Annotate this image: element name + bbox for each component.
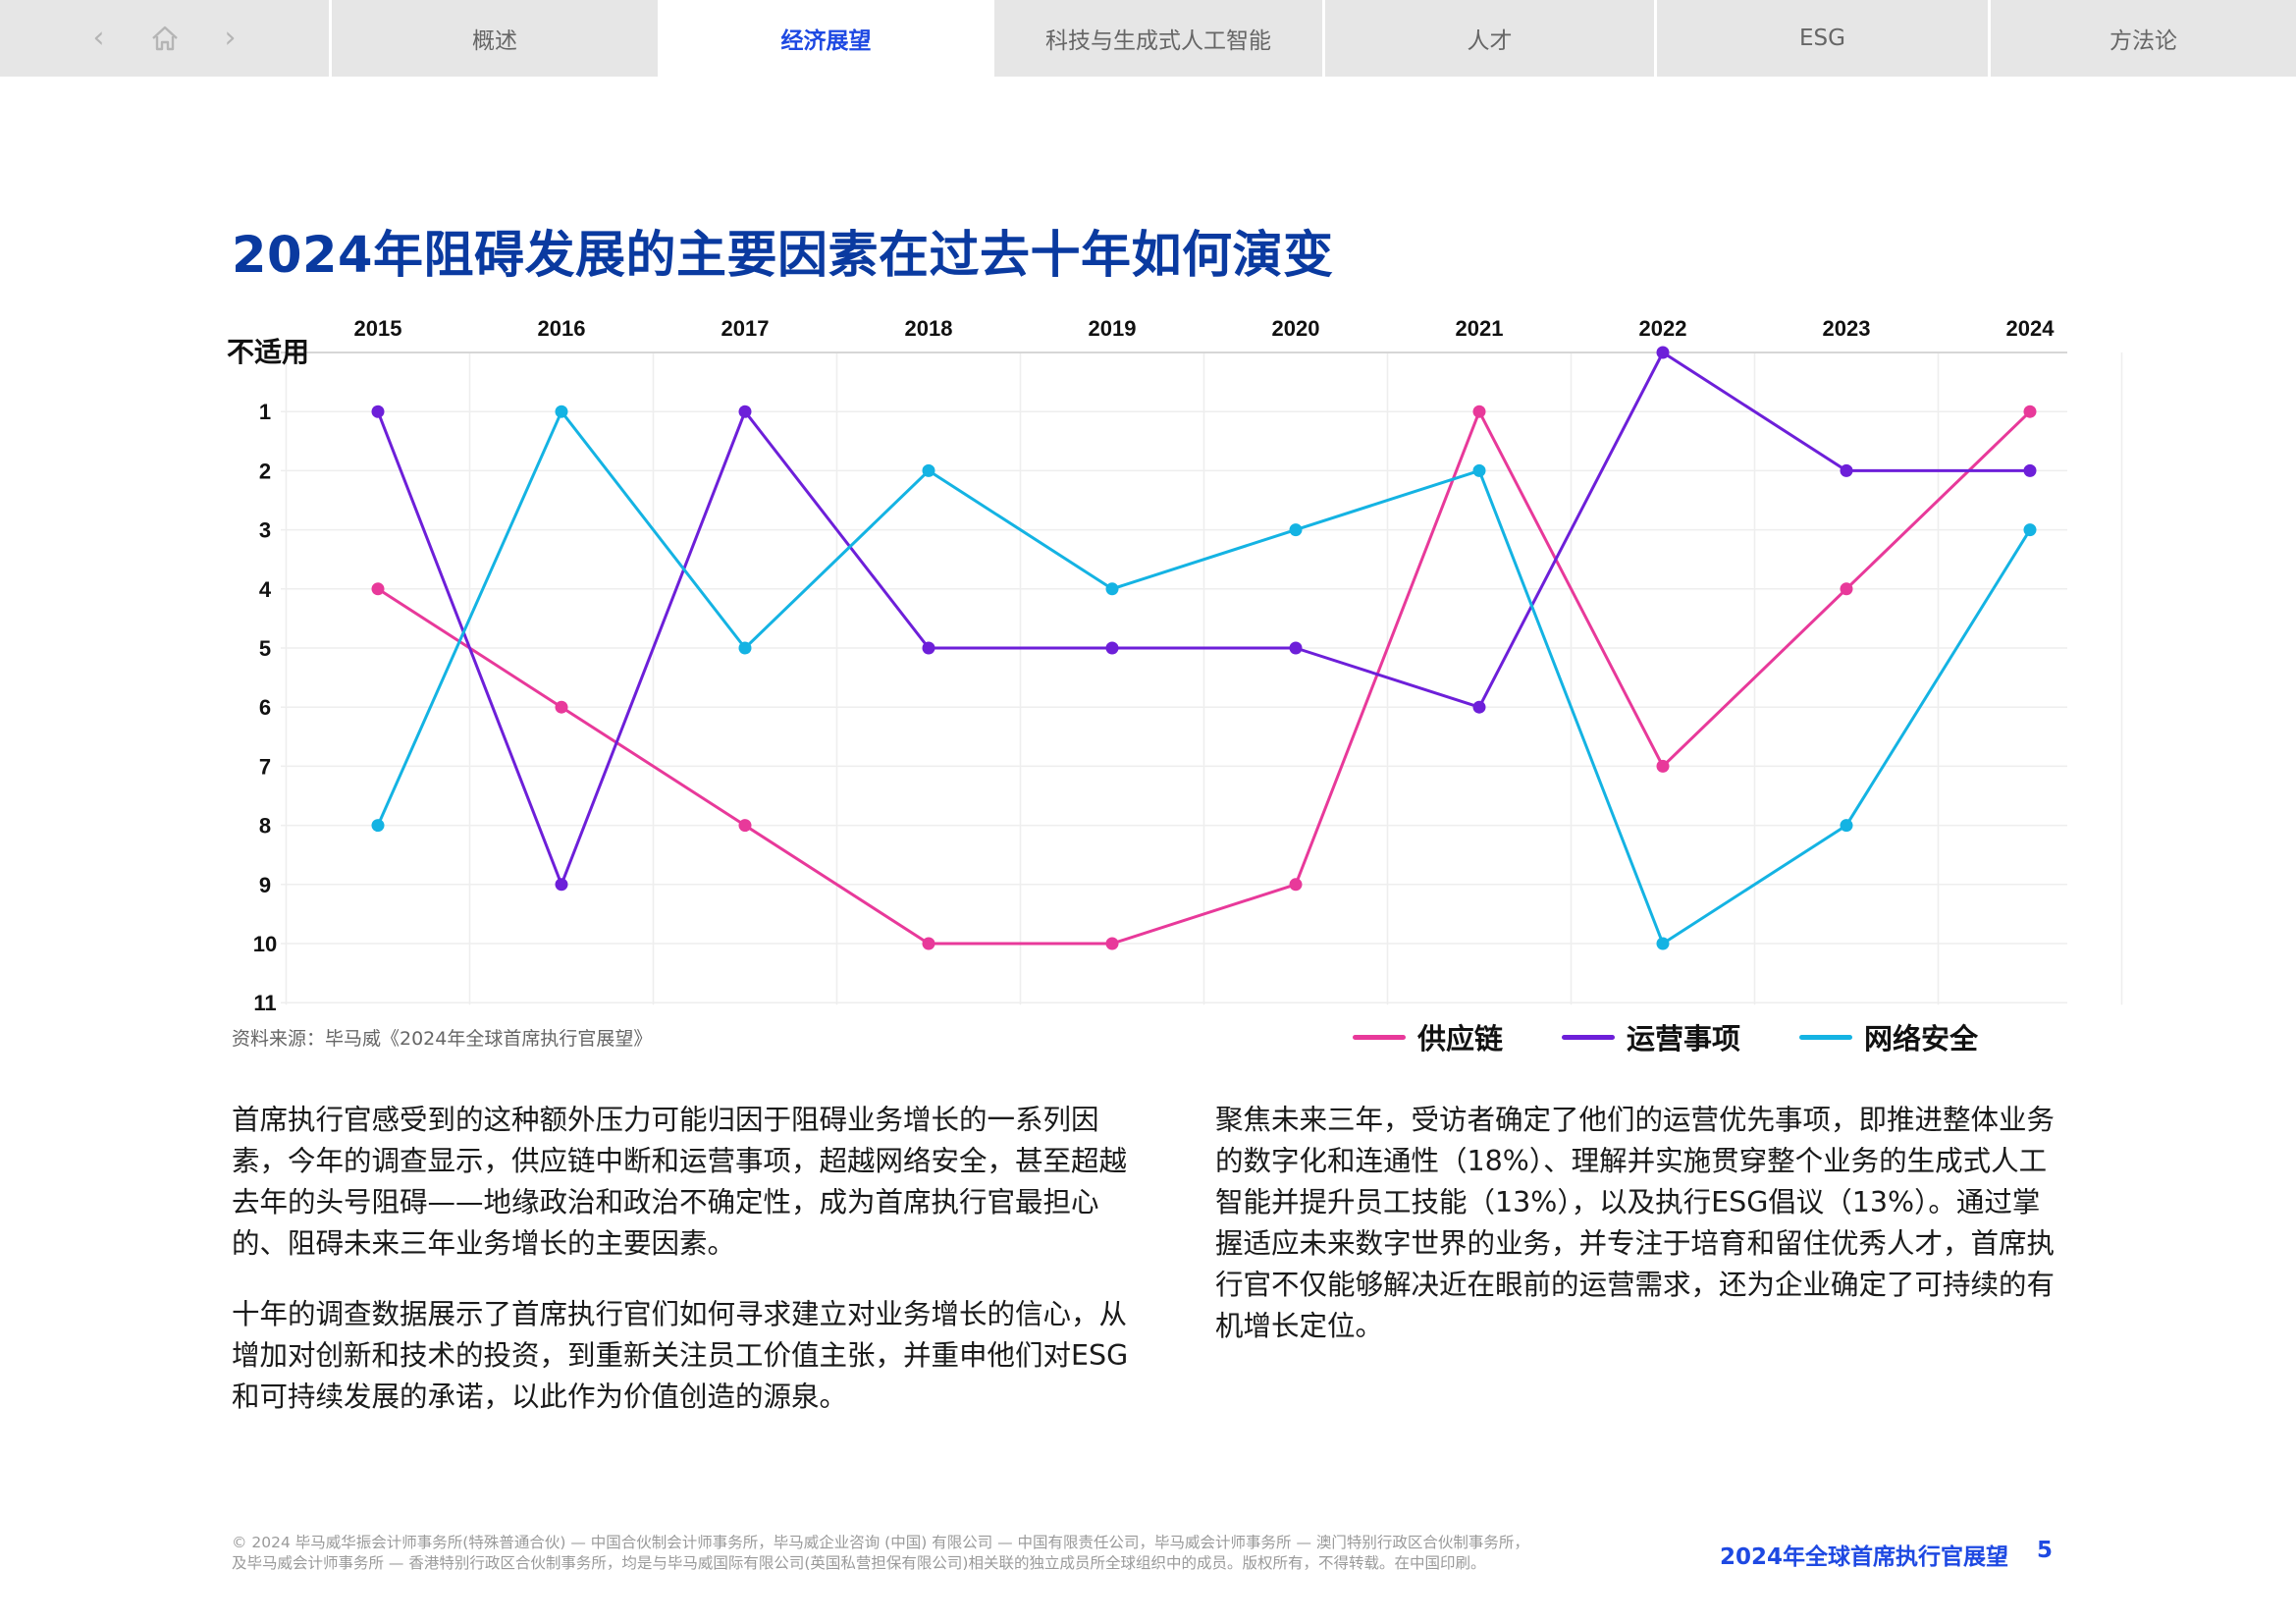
data-point-0 <box>1105 937 1119 950</box>
data-point-2 <box>2023 523 2037 537</box>
legend-label: 运营事项 <box>1627 1022 1741 1056</box>
chart-source: 资料来源：毕马威《2024年全球首席执行官展望》 <box>232 1028 653 1050</box>
data-point-0 <box>371 582 385 596</box>
legend-swatch-supply-chain <box>1353 1034 1406 1040</box>
y-tick-label: 6 <box>259 695 271 720</box>
legend-label: 网络安全 <box>1864 1022 1979 1056</box>
tab-esg[interactable]: ESG <box>1657 0 1991 77</box>
x-tick-label: 2021 <box>1456 316 1504 341</box>
tab-methodology[interactable]: 方法论 <box>1991 0 2296 77</box>
tab-tech-genai[interactable]: 科技与生成式人工智能 <box>994 0 1325 77</box>
legend-swatch-cybersecurity <box>1799 1034 1853 1040</box>
footer-legal: © 2024 毕马威华振会计师事务所(特殊普通合伙) — 中国合伙制会计师事务所… <box>232 1533 1626 1574</box>
data-point-0 <box>1656 759 1670 773</box>
home-icon[interactable] <box>150 25 180 52</box>
x-tick-label: 2019 <box>1089 316 1137 341</box>
data-point-0 <box>1472 405 1486 418</box>
series-line-2 <box>376 409 2032 946</box>
legend-swatch-operations <box>1562 1034 1616 1040</box>
data-point-1 <box>371 405 385 418</box>
data-point-1 <box>555 878 568 892</box>
y-tick-label: 11 <box>253 991 276 1015</box>
top-navigation: ‹ › 概述 经济展望 科技与生成式人工智能 人才 ESG 方法论 <box>0 0 2296 77</box>
tab-talent[interactable]: 人才 <box>1325 0 1657 77</box>
x-tick-label: 2022 <box>1639 316 1687 341</box>
data-point-2 <box>922 463 935 477</box>
body-column-right: 聚焦未来三年，受访者确定了他们的运营优先事项，即推进整体业务的数字化和连通性（1… <box>1215 1100 2059 1377</box>
data-point-2 <box>1105 582 1119 596</box>
y-tick-label-na: 不适用 <box>227 336 309 368</box>
data-point-2 <box>1840 819 1853 833</box>
legend-item-operations: 运营事项 <box>1562 1016 1740 1057</box>
data-point-1 <box>2023 463 2037 477</box>
x-tick-label: 2020 <box>1272 316 1320 341</box>
x-tick-label: 2024 <box>2006 316 2056 341</box>
series-line-1 <box>376 351 2030 887</box>
data-point-1 <box>1289 641 1303 655</box>
data-point-2 <box>1472 463 1486 477</box>
x-tick-label: 2016 <box>538 316 586 341</box>
data-point-0 <box>1840 582 1853 596</box>
data-point-1 <box>1472 700 1486 714</box>
x-tick-label: 2018 <box>905 316 953 341</box>
tab-overview[interactable]: 概述 <box>332 0 661 77</box>
data-point-2 <box>555 405 568 418</box>
data-point-2 <box>738 641 752 655</box>
data-point-0 <box>1289 878 1303 892</box>
y-tick-label: 10 <box>253 932 277 956</box>
page-title: 2024年阻碍发展的主要因素在过去十年如何演变 <box>232 227 1334 285</box>
x-tick-label: 2023 <box>1823 316 1871 341</box>
legend-item-cybersecurity: 网络安全 <box>1799 1016 1978 1057</box>
footer-legal-line: 及毕马威会计师事务所 — 香港特别行政区合伙制事务所，均是与毕马威国际有限公司(… <box>232 1554 1486 1572</box>
data-point-2 <box>371 819 385 833</box>
data-point-1 <box>1105 641 1119 655</box>
line-chart: 2015 2016 2017 2018 2019 2020 2021 2022 2023 2024… <box>227 316 2123 1015</box>
data-point-0 <box>555 700 568 714</box>
y-tick-label: 4 <box>259 577 272 602</box>
body-paragraph: 十年的调查数据展示了首席执行官们如何寻求建立对业务增长的信心，从增加对创新和技术… <box>232 1298 1129 1413</box>
data-point-1 <box>738 405 752 418</box>
y-tick-label: 9 <box>259 873 271 897</box>
y-tick-label: 5 <box>259 636 271 661</box>
y-tick-label: 3 <box>259 518 271 543</box>
page-number: 5 <box>2037 1538 2054 1563</box>
legend-item-supply-chain: 供应链 <box>1353 1016 1503 1057</box>
data-point-2 <box>1656 937 1670 950</box>
footer-legal-line: © 2024 毕马威华振会计师事务所(特殊普通合伙) — 中国合伙制会计师事务所… <box>232 1534 1529 1551</box>
data-point-2 <box>1289 523 1303 537</box>
y-tick-label: 8 <box>259 814 271 839</box>
y-tick-label: 1 <box>259 400 271 424</box>
nav-controls: ‹ › <box>0 0 332 77</box>
tab-economic-outlook[interactable]: 经济展望 <box>661 0 994 77</box>
chevron-left-icon[interactable]: ‹ <box>92 21 105 55</box>
x-tick-label: 2017 <box>721 316 770 341</box>
body-column-left: 首席执行官感受到的这种额外压力可能归因于阻碍业务增长的一系列因素，今年的调查显示… <box>232 1100 1152 1447</box>
body-paragraph: 聚焦未来三年，受访者确定了他们的运营优先事项，即推进整体业务的数字化和连通性（1… <box>1215 1104 2056 1342</box>
data-point-0 <box>738 819 752 833</box>
data-point-0 <box>2023 405 2037 418</box>
data-point-0 <box>922 937 935 950</box>
data-point-1 <box>1656 346 1670 359</box>
legend-label: 供应链 <box>1417 1022 1504 1056</box>
y-tick-label: 2 <box>259 459 271 483</box>
footer-report-title[interactable]: 2024年全球首席执行官展望 <box>1720 1544 2009 1570</box>
y-tick-label: 7 <box>259 754 271 779</box>
chevron-right-icon[interactable]: › <box>224 21 237 55</box>
body-paragraph: 首席执行官感受到的这种额外压力可能归因于阻碍业务增长的一系列因素，今年的调查显示… <box>232 1104 1128 1260</box>
series-line-0 <box>377 409 2032 946</box>
chart-legend: 供应链 运营事项 网络安全 <box>1353 1017 1978 1056</box>
data-point-1 <box>1840 463 1853 477</box>
x-tick-label: 2015 <box>354 316 402 341</box>
data-point-1 <box>922 641 935 655</box>
